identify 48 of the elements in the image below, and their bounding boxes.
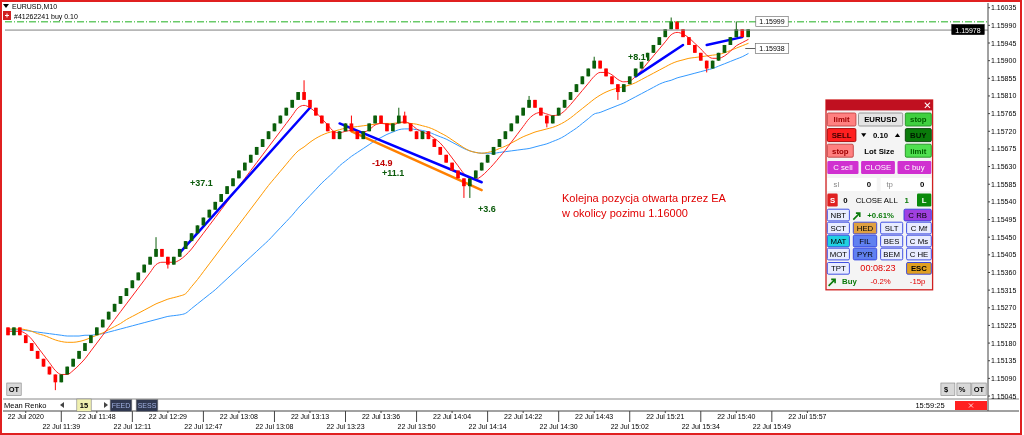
annotation: sl [833,180,840,190]
annotation: CLOSE ALL [855,195,899,205]
annotation: NBT [830,210,847,220]
candlestick [468,177,472,199]
annotation: Buy [842,277,858,287]
annotation: L [921,195,927,205]
annotation: 0 [843,195,849,205]
annotation: 0 [920,180,926,190]
annotation: Kolejna pozycja otwarta przez EA [562,192,727,204]
annotation: +37.1 [190,178,213,188]
annotation: EURUSD [864,115,898,125]
annotation: w okolicy pozimu 1.16000 [561,207,688,219]
candlestick [616,83,620,101]
annotation: C buy [904,163,925,173]
annotation: SCT [830,223,847,233]
annotation: -14.9 [372,158,393,168]
annotation: HED [856,223,874,233]
annotation: 1 [904,195,910,205]
annotation: C RB [908,210,927,220]
annotation: +8.1 [628,52,646,62]
annotation: BES [883,236,900,246]
annotation: 00:08:23 [860,263,896,274]
annotation: SELL [831,130,852,140]
annotation: +3.6 [478,204,496,214]
annotation: +11.1 [382,168,405,178]
annotation: tp [886,180,894,190]
annotation: 0 [866,180,872,190]
annotation: PYR [856,249,874,259]
annotation: TPT [830,264,846,274]
annotation: BUY [910,130,928,140]
annotation: SLT [884,223,899,233]
annotation: MAT [830,236,847,246]
annotation: limit [910,146,927,156]
annotation: -0.2% [870,277,891,287]
annotation: +0.61% [867,210,894,220]
annotation: Lot Size [864,146,895,156]
annotation: stop [910,115,927,125]
annotation: stop [832,146,849,156]
annotation: ESC [910,264,928,274]
annotation: C Mf [910,223,929,233]
annotation: limit [833,115,851,125]
candlestick [154,236,158,258]
annotation: 0.10 [873,130,889,140]
annotation: FIL [859,236,872,246]
annotation: C sell [833,163,853,173]
candlestick [302,79,306,101]
candlestick [462,177,466,199]
annotation: -15p [909,277,927,287]
